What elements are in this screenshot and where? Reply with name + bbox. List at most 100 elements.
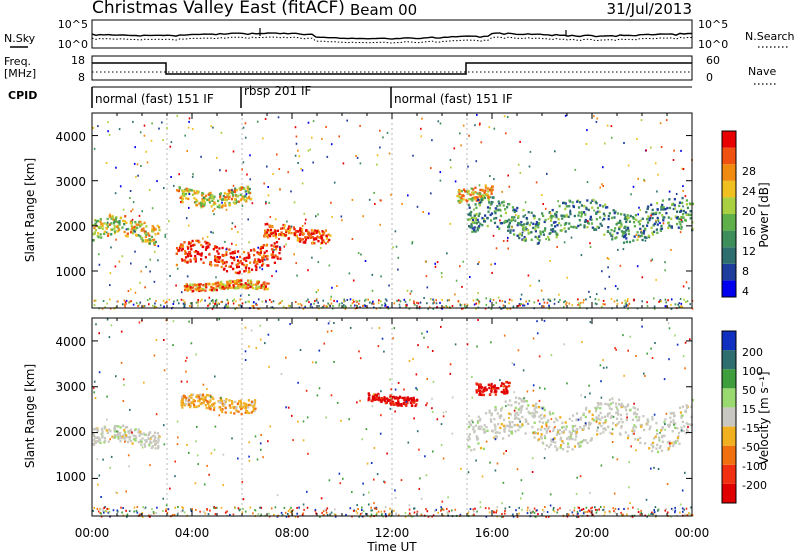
range-gate-cell bbox=[200, 155, 202, 158]
range-gate-cell bbox=[106, 225, 110, 228]
range-gate-cell bbox=[485, 412, 488, 415]
range-gate-cell bbox=[239, 508, 241, 511]
range-gate-cell bbox=[263, 182, 265, 185]
range-gate-cell bbox=[467, 439, 470, 442]
range-gate-cell bbox=[111, 216, 114, 219]
range-gate-cell bbox=[390, 193, 392, 196]
range-gate-cell bbox=[98, 263, 101, 266]
range-gate-cell bbox=[136, 163, 139, 166]
range-gate-cell bbox=[320, 237, 323, 240]
range-gate-cell bbox=[248, 441, 250, 444]
range-gate-cell bbox=[229, 286, 232, 290]
range-gate-cell bbox=[102, 510, 104, 512]
range-gate-cell bbox=[185, 217, 188, 220]
range-gate-cell bbox=[375, 513, 378, 516]
range-gate-cell bbox=[491, 271, 493, 274]
range-gate-cell bbox=[616, 411, 619, 414]
range-gate-cell bbox=[641, 232, 644, 235]
range-gate-cell bbox=[617, 413, 620, 416]
range-gate-cell bbox=[614, 402, 618, 405]
range-gate-cell bbox=[362, 304, 364, 307]
range-gate-cell bbox=[556, 224, 559, 227]
range-gate-cell bbox=[564, 300, 566, 303]
range-gate-cell bbox=[615, 223, 618, 226]
power-cbar-tick-16: 16 bbox=[742, 225, 756, 238]
range-gate-cell bbox=[534, 225, 537, 228]
range-gate-cell bbox=[224, 202, 227, 205]
range-gate-cell bbox=[618, 403, 621, 406]
range-gate-cell bbox=[220, 285, 223, 288]
range-gate-cell bbox=[184, 256, 188, 259]
range-gate-cell bbox=[201, 191, 204, 195]
range-gate-cell bbox=[180, 201, 182, 204]
range-gate-cell bbox=[405, 304, 408, 307]
range-gate-cell bbox=[533, 404, 536, 407]
noise-left-tick-top: 10^5 bbox=[58, 18, 88, 31]
range-gate-cell bbox=[632, 239, 635, 242]
range-gate-cell bbox=[250, 329, 253, 332]
range-gate-cell bbox=[409, 401, 412, 404]
range-gate-cell bbox=[278, 168, 281, 170]
range-gate-cell bbox=[578, 302, 580, 305]
range-gate-cell bbox=[389, 378, 391, 381]
range-gate-cell bbox=[568, 302, 571, 305]
range-gate-cell bbox=[467, 189, 470, 193]
range-gate-cell bbox=[633, 221, 636, 224]
range-gate-cell bbox=[563, 306, 565, 308]
range-gate-cell bbox=[280, 373, 283, 375]
range-gate-cell bbox=[484, 214, 487, 217]
range-gate-cell bbox=[600, 424, 603, 428]
range-gate-cell bbox=[132, 303, 135, 306]
range-gate-cell bbox=[132, 434, 135, 437]
range-gate-cell bbox=[690, 405, 693, 409]
range-gate-cell bbox=[596, 416, 599, 420]
range-gate-cell bbox=[267, 186, 269, 188]
range-gate-cell bbox=[192, 173, 194, 176]
range-gate-cell bbox=[153, 438, 156, 441]
range-gate-cell bbox=[279, 247, 282, 250]
range-gate-cell bbox=[135, 436, 138, 440]
range-gate-cell bbox=[651, 416, 654, 419]
range-gate-cell bbox=[141, 437, 144, 440]
range-gate-cell bbox=[563, 343, 566, 346]
range-gate-cell bbox=[684, 513, 686, 516]
range-gate-cell bbox=[392, 246, 394, 249]
range-gate-cell bbox=[109, 284, 111, 287]
range-gate-cell bbox=[163, 443, 166, 446]
range-gate-cell bbox=[146, 161, 149, 164]
range-gate-cell bbox=[211, 307, 214, 310]
range-gate-cell bbox=[469, 193, 472, 197]
range-gate-cell bbox=[500, 307, 502, 310]
range-gate-cell bbox=[236, 287, 239, 290]
range-gate-cell bbox=[680, 305, 683, 308]
range-gate-cell bbox=[572, 514, 574, 517]
range-gate-cell bbox=[206, 393, 209, 397]
range-gate-cell bbox=[459, 513, 462, 516]
range-gate-cell bbox=[460, 303, 463, 306]
range-gate-cell bbox=[581, 508, 583, 511]
range-gate-cell bbox=[214, 264, 217, 267]
range-gate-cell bbox=[309, 148, 311, 151]
range-gate-cell bbox=[229, 406, 232, 409]
range-gate-cell bbox=[293, 201, 296, 204]
range-gate-cell bbox=[294, 232, 297, 235]
range-gate-cell bbox=[302, 307, 305, 310]
range-gate-cell bbox=[477, 425, 481, 428]
range-gate-cell bbox=[279, 227, 283, 230]
range-gate-cell bbox=[632, 506, 634, 509]
range-gate-cell bbox=[431, 515, 433, 518]
range-gate-cell bbox=[531, 457, 534, 460]
range-gate-cell bbox=[553, 420, 556, 424]
range-gate-cell bbox=[543, 510, 545, 513]
range-gate-cell bbox=[645, 210, 648, 214]
range-gate-cell bbox=[130, 300, 132, 303]
range-gate-cell bbox=[218, 282, 222, 285]
range-gate-cell bbox=[641, 300, 643, 303]
range-gate-cell bbox=[587, 427, 590, 430]
range-gate-cell bbox=[494, 431, 497, 434]
range-gate-cell bbox=[320, 234, 323, 238]
range-gate-cell bbox=[627, 229, 630, 232]
range-gate-cell bbox=[626, 300, 629, 302]
range-gate-cell bbox=[648, 218, 651, 222]
range-gate-cell bbox=[351, 302, 354, 305]
